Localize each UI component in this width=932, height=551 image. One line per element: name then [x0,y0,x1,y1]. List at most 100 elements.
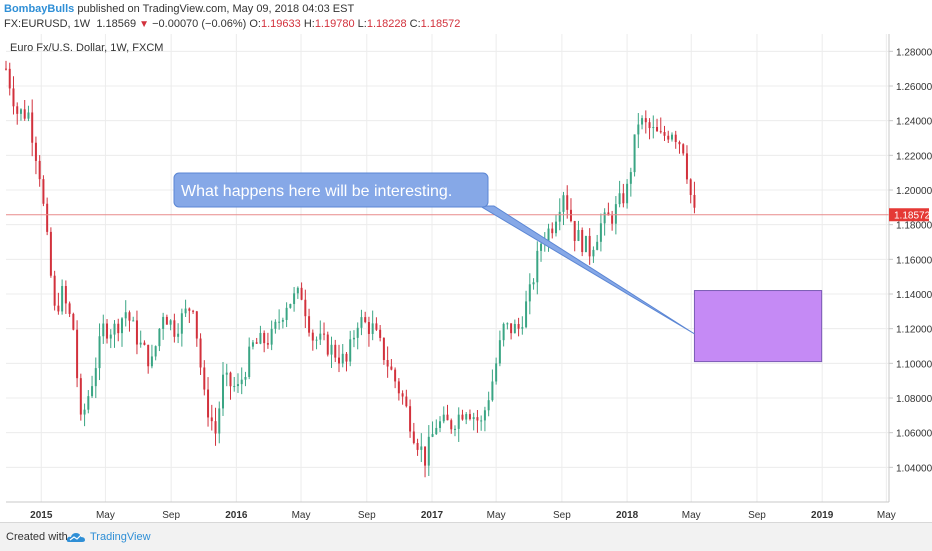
last-price: 1.18569 [96,18,137,30]
highlight-box[interactable] [693,290,823,363]
candle-body [207,389,210,418]
publish-info: BombayBulls published on TradingView.com… [4,3,354,15]
candle-body [5,68,7,70]
candle-body [132,320,135,322]
candle-body [23,109,26,119]
candle-body [513,323,516,334]
high-label: H: [303,18,315,30]
candle-body [446,414,449,421]
x-tick-label: May [487,510,506,521]
candle-body [510,323,513,334]
tradingview-brand[interactable]: TradingView [90,531,151,543]
candle-body [367,322,370,334]
candle-body [300,287,303,300]
price-change: −0.00070 (−0.06%) [152,18,247,30]
candle-body [135,320,138,345]
plot-area [6,34,889,502]
candle-body [394,369,397,382]
y-tick-label: 1.08000 [896,394,932,405]
candle-body [308,316,311,333]
candle-body [173,320,176,337]
candle-body [405,396,408,407]
annotation-callout[interactable]: What happens here will be interesting. [173,172,489,208]
y-tick-label: 1.16000 [896,255,932,266]
candle-body [547,228,550,244]
x-tick-label: May [877,510,896,521]
y-tick-label: 1.24000 [896,117,932,128]
candle-body [670,134,673,140]
x-tick-label: May [292,510,311,521]
candle-body [289,304,292,308]
candle-body [195,311,198,339]
candle-body [91,386,94,397]
candle-body [113,323,116,335]
open-label: O: [249,18,261,30]
candle-body [528,284,531,302]
candle-body [652,127,655,129]
author-name[interactable]: BombayBulls [4,3,75,15]
candle-body [341,353,344,364]
candle-body [311,332,314,341]
candle-body [263,332,266,344]
candle-body [656,127,659,132]
candle-body [453,428,456,430]
price-axis[interactable]: 1.28000 1.26000 1.24000 1.22000 1.20000 1.180… [889,47,932,474]
candle-body [364,317,367,323]
candle-body [49,231,52,276]
candle-body [319,333,322,340]
candle-body [685,153,688,180]
candle-body [483,410,486,421]
candle-body [517,323,520,329]
candle-body [637,124,640,135]
candle-body [420,446,423,450]
candle-body [199,338,202,368]
candle-body [569,209,572,222]
candle-body [349,339,352,362]
candle-body [236,384,239,387]
candle-body [622,193,625,204]
candle-body [83,409,86,415]
candle-body [382,337,385,360]
low-label: L: [357,18,367,30]
x-tick-label: 2016 [225,510,248,521]
candle-body [431,434,434,437]
x-tick-label: May [96,510,115,521]
candle-body [34,142,37,161]
annotation-box[interactable] [173,172,489,208]
candle-body [468,414,471,420]
candle-body [293,293,296,305]
candle-body [667,135,670,140]
low-value: 1.18228 [366,18,407,30]
candle-body [304,299,307,317]
candle-body [12,88,15,107]
candle-body [72,313,75,330]
price-chart[interactable]: What happens here will be interesting. E… [0,34,932,522]
candle-body [532,282,535,285]
candle-body [352,337,355,340]
annotation-pointer [478,205,695,335]
symbol-info: FX:EURUSD, 1W 1.18569 ▼ −0.00070 (−0.06%… [4,18,460,30]
candle-body [64,286,67,304]
candle-body [487,400,490,411]
created-with-text: Created with [6,531,68,543]
candle-body [607,212,610,216]
candle-body [629,172,632,184]
candle-body [315,339,318,341]
candle-body [46,203,49,232]
candlesticks [5,60,696,478]
candle-body [345,353,348,362]
y-tick-label: 1.10000 [896,359,932,370]
open-value: 1.19633 [260,18,301,30]
candle-body [188,308,191,311]
time-axis[interactable]: 2015 May Sep 2016 May Sep 2017 May Sep 2018 May Sep… [30,510,896,521]
candle-body [42,179,45,204]
candle-body [281,319,284,322]
candle-body [165,316,168,325]
candle-body [476,417,479,421]
candle-body [491,381,494,401]
candle-body [641,118,644,125]
candle-body [240,379,243,385]
close-label: C: [409,18,421,30]
tradingview-cloud-icon[interactable] [66,531,86,543]
footer-bar: Created with TradingView [0,522,932,551]
